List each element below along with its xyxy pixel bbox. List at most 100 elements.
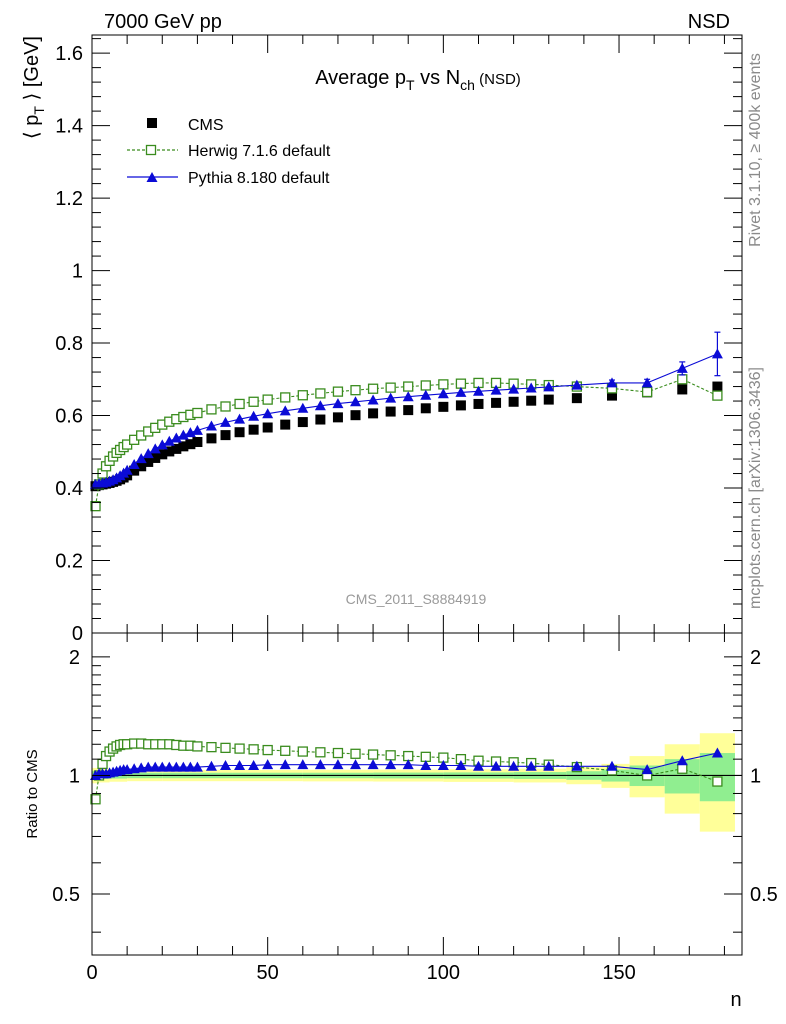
ratio-x-tick-label: 50 xyxy=(257,962,279,984)
ratio-point-pythia-8-180-default xyxy=(508,760,520,771)
ratio-point-herwig-7-1-6-default xyxy=(350,748,361,759)
main-point-cms xyxy=(368,408,379,419)
main-point-cms xyxy=(438,401,449,412)
ratio-point-pythia-8-180-default xyxy=(220,759,232,770)
main-point-cms xyxy=(403,405,414,416)
legend-marker-cms xyxy=(147,118,157,128)
main-point-cms xyxy=(385,406,396,417)
ratio-point-pythia-8-180-default xyxy=(163,761,175,772)
ratio-series-pythia-8-180-default xyxy=(90,747,723,780)
main-point-cms xyxy=(508,396,519,407)
main-point-herwig-7-1-6-default xyxy=(206,404,217,415)
ratio-y-axis-label: Ratio to CMS xyxy=(24,749,41,838)
main-point-pythia-8-180-default xyxy=(525,382,537,393)
main-point-pythia-8-180-default xyxy=(170,432,182,443)
main-point-herwig-7-1-6-default xyxy=(641,386,653,398)
main-point-herwig-7-1-6-default xyxy=(367,383,379,394)
main-point-cms xyxy=(473,398,484,409)
main-point-pythia-8-180-default xyxy=(205,420,217,431)
ratio-point-pythia-8-180-default xyxy=(262,759,274,770)
ratio-point-pythia-8-180-default xyxy=(191,761,203,772)
main-point-pythia-8-180-default xyxy=(641,377,653,388)
main-point-pythia-8-180-default xyxy=(135,453,147,464)
ylabel-p-sub: T xyxy=(31,106,47,115)
ratio-point-pythia-8-180-default xyxy=(420,759,432,770)
main-point-cms xyxy=(491,397,502,408)
title-p: p xyxy=(395,67,406,89)
main-y-tick-label: 0.8 xyxy=(55,333,83,355)
main-point-herwig-7-1-6-default xyxy=(262,394,273,405)
title-prefix: Average xyxy=(315,67,395,89)
ratio-point-pythia-8-180-default xyxy=(385,759,397,770)
ratio-point-herwig-7-1-6-default xyxy=(385,750,396,761)
main-point-cms xyxy=(607,390,617,401)
main-point-cms xyxy=(178,441,189,452)
main-point-pythia-8-180-default xyxy=(437,388,449,399)
main-point-cms xyxy=(164,446,175,457)
main-point-cms xyxy=(262,422,273,433)
ratio-point-herwig-7-1-6-default xyxy=(280,745,291,756)
ratio-x-tick-label: 150 xyxy=(602,962,635,984)
ratio-y-tick-label: 2 xyxy=(69,647,80,669)
main-point-herwig-7-1-6-default xyxy=(248,396,259,407)
header-process-label: NSD xyxy=(688,11,730,33)
ratio-point-herwig-7-1-6-default xyxy=(234,743,245,754)
ratio-point-pythia-8-180-default xyxy=(205,760,217,771)
legend-label-pythia: Pythia 8.180 default xyxy=(188,170,330,187)
main-point-cms xyxy=(220,430,231,441)
ratio-axis-ticks: 0.5 0.5 1 1 2 2 0 50 100 150 xyxy=(52,633,778,984)
main-point-herwig-7-1-6-default xyxy=(385,382,396,393)
ratio-point-herwig-7-1-6-default xyxy=(248,744,259,755)
main-point-cms xyxy=(150,452,161,463)
title-vs: vs xyxy=(415,67,446,89)
ratio-point-pythia-8-180-default xyxy=(279,759,291,770)
legend: CMS Herwig 7.1.6 default Pythia 8.180 de… xyxy=(127,117,331,187)
ratio-point-pythia-8-180-default xyxy=(437,759,449,770)
ratio-point-herwig-7-1-6-default xyxy=(677,763,688,774)
main-point-pythia-8-180-default xyxy=(121,464,133,475)
main-point-cms xyxy=(206,433,217,444)
main-point-herwig-7-1-6-default xyxy=(90,501,101,512)
main-point-herwig-7-1-6-default xyxy=(220,401,231,412)
main-panel: 00.20.40.60.811.21.41.6 Average pT vs Nc… xyxy=(21,34,743,645)
main-point-herwig-7-1-6-default xyxy=(315,388,326,399)
main-point-cms xyxy=(543,394,554,405)
ratio-point-pythia-8-180-default xyxy=(297,759,309,770)
ratio-point-herwig-7-1-6-default xyxy=(367,749,379,760)
ratio-point-pythia-8-180-default xyxy=(314,759,326,770)
main-point-herwig-7-1-6-default xyxy=(297,390,308,401)
title-tag: (NSD) xyxy=(475,71,521,88)
main-point-pythia-8-180-default xyxy=(472,385,484,396)
main-point-pythia-8-180-default xyxy=(571,379,583,390)
legend-item-herwig: Herwig 7.1.6 default xyxy=(127,143,331,160)
ratio-point-herwig-7-1-6-default xyxy=(332,747,344,759)
main-point-cms xyxy=(571,393,582,404)
ratio-y-tick-label-right: 0.5 xyxy=(750,884,778,906)
main-point-cms xyxy=(171,443,182,454)
main-point-cms xyxy=(455,400,466,411)
main-series-cms xyxy=(90,381,723,492)
main-point-cms xyxy=(350,410,361,421)
main-point-pythia-8-180-default xyxy=(234,413,246,424)
main-point-cms xyxy=(143,456,154,467)
main-point-pythia-8-180-default xyxy=(455,386,467,397)
main-point-pythia-8-180-default xyxy=(490,384,502,395)
title-n: N xyxy=(446,67,460,89)
main-point-pythia-8-180-default xyxy=(402,391,414,402)
ratio-point-pythia-8-180-default xyxy=(711,747,723,758)
main-point-herwig-7-1-6-default xyxy=(234,398,245,410)
legend-item-pythia: Pythia 8.180 default xyxy=(127,170,330,187)
ratio-point-herwig-7-1-6-default xyxy=(90,794,101,805)
ratio-point-pythia-8-180-default xyxy=(455,759,467,770)
main-axis-ticks: 0 0.2 0.4 0.6 0.8 1 1.2 1.4 1.6 xyxy=(55,35,742,645)
ratio-y-tick-label: 1 xyxy=(69,765,80,787)
main-point-pythia-8-180-default xyxy=(543,381,555,392)
main-series-pythia-8-180-default xyxy=(90,331,723,489)
rivet-version-label: Rivet 3.1.10, ≥ 400k events xyxy=(747,53,764,247)
ratio-point-herwig-7-1-6-default xyxy=(192,741,203,752)
ratio-panel: 0.5 0.5 1 1 2 2 0 50 100 150 Ratio to CMS n xyxy=(24,632,778,1011)
main-point-cms xyxy=(420,403,431,414)
ylabel-p: p xyxy=(21,115,43,126)
ratio-point-pythia-8-180-default xyxy=(525,760,537,771)
main-point-pythia-8-180-default xyxy=(149,443,161,454)
